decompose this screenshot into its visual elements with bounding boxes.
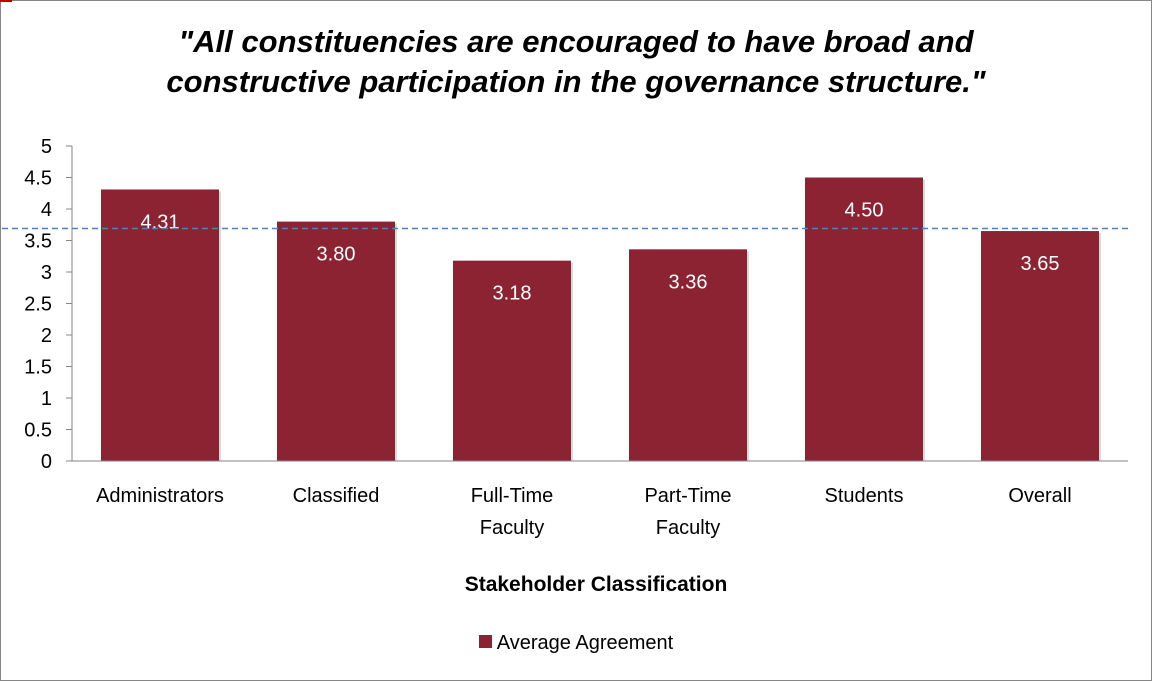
bar: [805, 177, 923, 461]
x-tick-label: Overall: [1008, 485, 1071, 507]
chart-title: "All constituencies are encouraged to ha…: [0, 22, 1152, 102]
data-label: 4.50: [845, 200, 884, 222]
legend-label: Average Agreement: [496, 632, 674, 654]
legend: Average Agreement: [0, 632, 1152, 655]
y-tick-label: 3: [41, 262, 52, 284]
x-tick-label: Administrators: [96, 485, 224, 507]
y-tick-label: 0.5: [24, 420, 52, 442]
x-tick-label: Faculty: [480, 517, 544, 539]
x-tick-label: Students: [825, 485, 904, 507]
x-tick-label: Part-Time: [644, 485, 731, 507]
bar: [981, 231, 1099, 461]
data-label: 4.31: [141, 211, 180, 233]
x-tick-label: Full-Time: [471, 485, 554, 507]
x-tick-label: Faculty: [656, 517, 720, 539]
bar: [453, 260, 571, 461]
y-tick-label: 4: [41, 199, 52, 221]
bar: [629, 249, 747, 461]
bar: [277, 221, 395, 461]
y-axis: 0 0.5 1 1.5 2 2.5 3 3.5 4 4.5 5: [24, 136, 73, 473]
y-tick-label: 2.5: [24, 294, 52, 316]
data-label: 3.65: [1021, 253, 1060, 275]
chart-title-line-2: constructive participation in the govern…: [166, 64, 986, 99]
y-tick-label: 5: [41, 136, 52, 158]
y-tick-label: 0: [41, 451, 52, 473]
data-label: 3.80: [317, 244, 356, 266]
y-tick-label: 4.5: [24, 168, 52, 190]
data-label: 3.36: [669, 271, 708, 293]
chart-title-line-1: "All constituencies are encouraged to ha…: [178, 24, 974, 59]
y-tick-label: 2: [41, 325, 52, 347]
y-tick-label: 1.5: [24, 357, 52, 379]
x-axis-title: Stakeholder Classification: [464, 573, 728, 596]
data-label: 3.18: [493, 283, 532, 305]
y-tick-label: 1: [41, 388, 52, 410]
x-axis: Administrators Classified Full-Time Faculty…: [72, 460, 1128, 539]
bars: 4.31 3.80 3.18 3.36 4.50 3.65: [101, 177, 1101, 461]
bar: [101, 189, 219, 461]
corner-mark: [0, 0, 12, 2]
y-tick-label: 3.5: [24, 231, 52, 253]
legend-swatch: [478, 635, 492, 649]
x-tick-label: Classified: [293, 485, 380, 507]
